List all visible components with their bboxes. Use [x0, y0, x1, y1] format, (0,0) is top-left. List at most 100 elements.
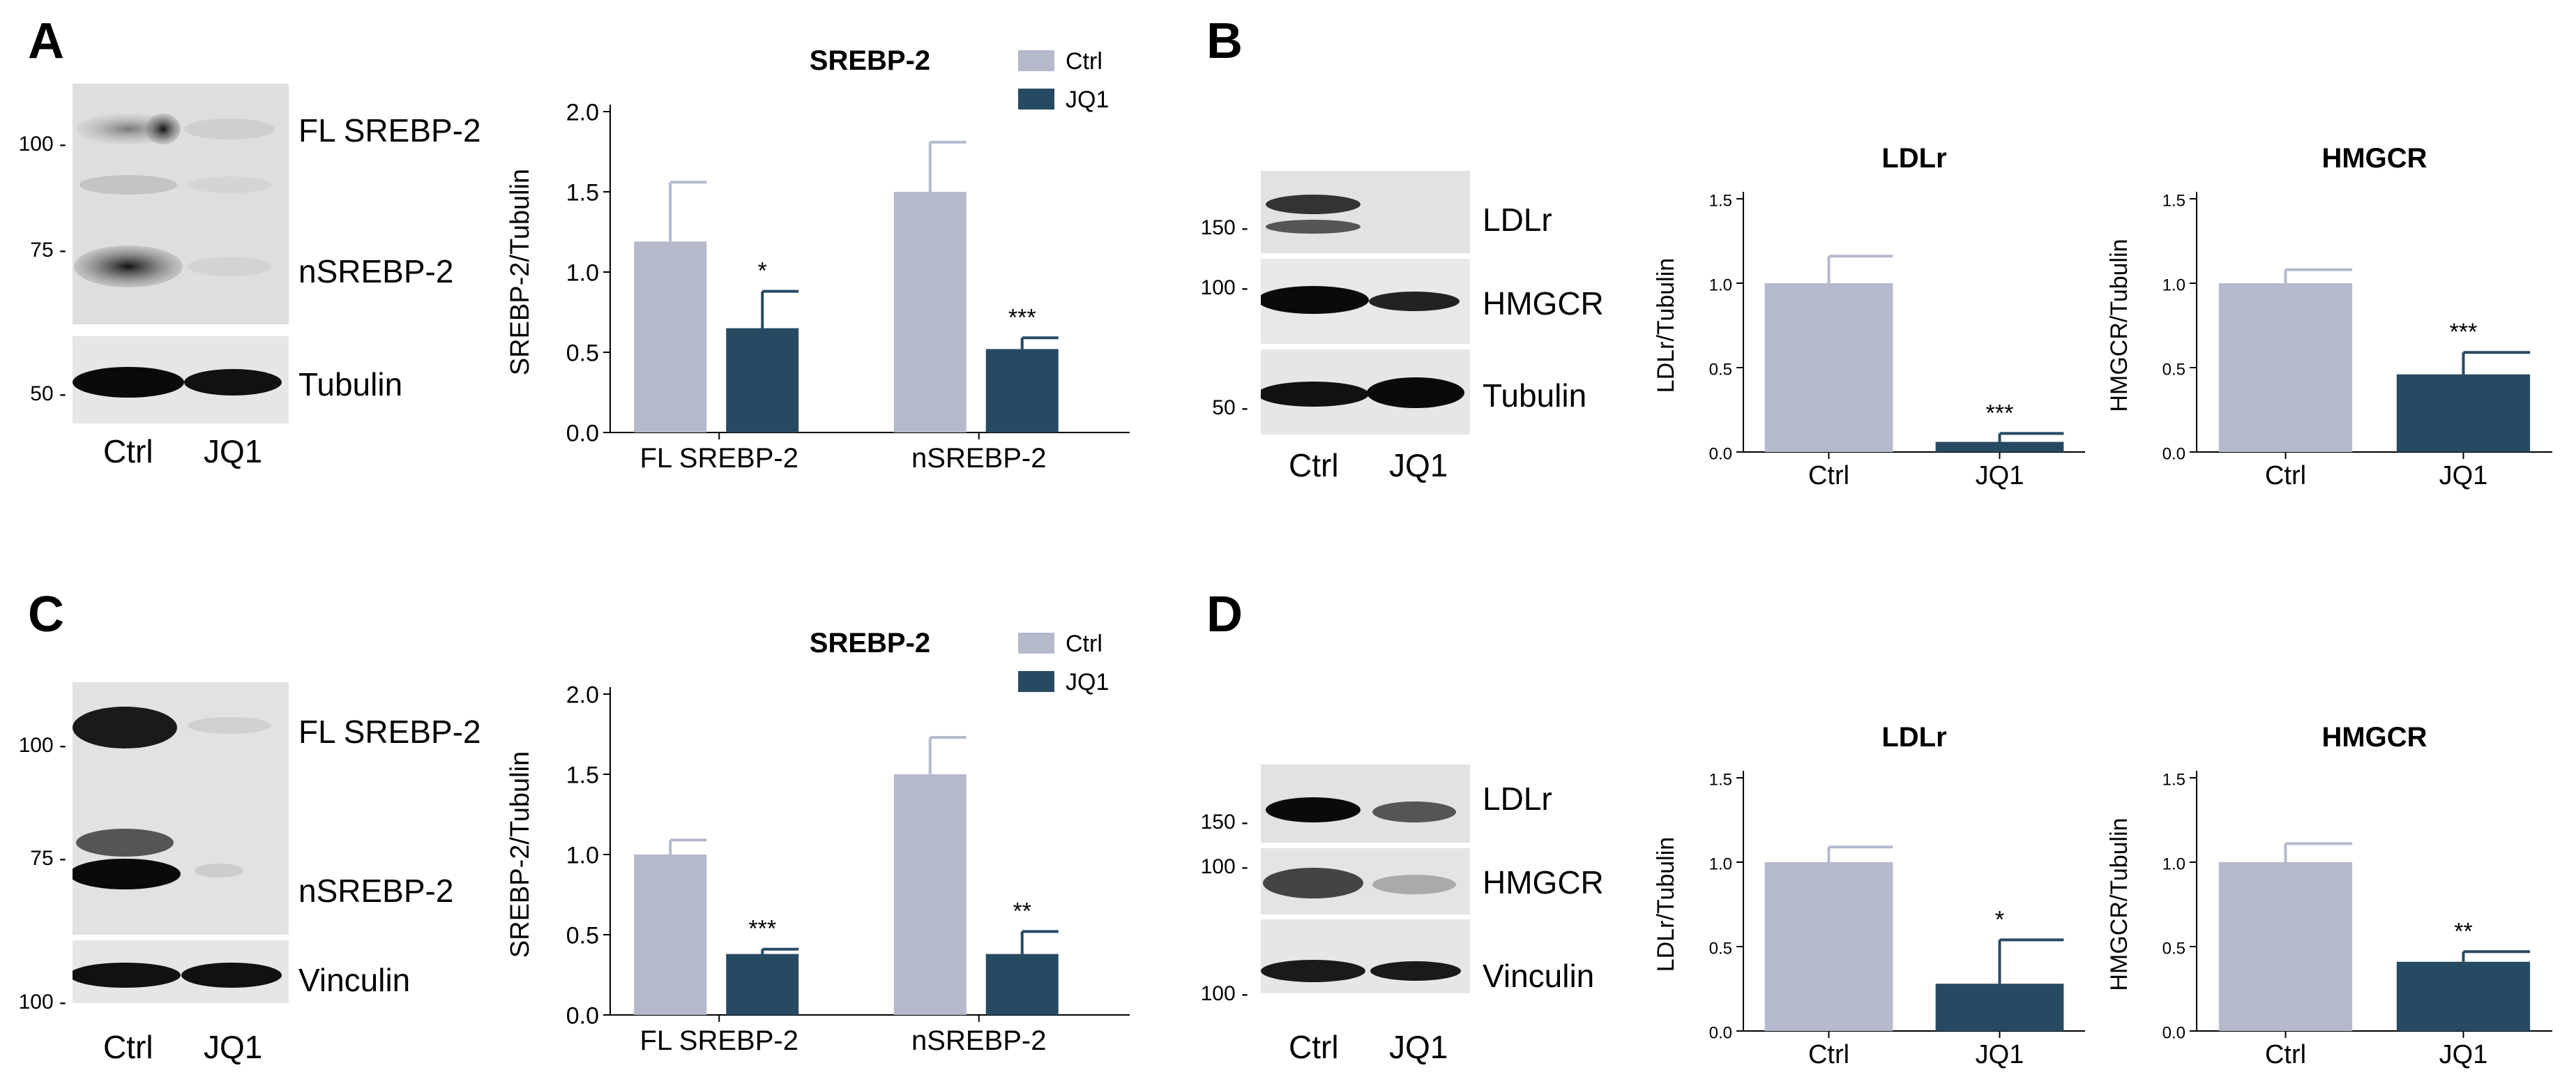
x-tick-label: Ctrl	[2265, 461, 2306, 490]
bar-chart-d-ldlr: LDLr LDLr/Tubulin 0.0 0.5 1.0 1.5 Ctrl JQ1 *	[1653, 722, 2085, 1069]
y-tick-label: 1.0	[566, 260, 599, 287]
significance-label: ***	[748, 916, 776, 942]
chart-title: LDLr	[1881, 143, 1946, 174]
panel-letter-b: B	[1206, 13, 1243, 69]
bar	[634, 855, 707, 1015]
bar-chart-a-srebp2: SREBP-2 SREBP-2/Tubulin 0.0 0.5 1.0 1.5 2.0 FL …	[506, 45, 1130, 474]
band-label: Vinculin	[298, 962, 411, 998]
mw-marker: 50 -	[1212, 396, 1248, 419]
significance-label: ***	[2450, 319, 2478, 345]
band-label: Tubulin	[298, 366, 403, 402]
y-tick-label: 1.0	[2162, 855, 2185, 874]
lane-label: Ctrl	[103, 1029, 153, 1065]
chart-title: SREBP-2	[810, 45, 930, 76]
bar	[985, 349, 1059, 432]
bar	[1935, 442, 2064, 452]
x-tick-label: FL SREBP-2	[640, 443, 798, 474]
y-tick-label: 1.5	[2162, 192, 2185, 211]
blot-image-b	[1261, 171, 1470, 435]
y-tick-label: 0.5	[2162, 940, 2185, 958]
x-tick-label: JQ1	[1976, 461, 2024, 490]
significance-label: **	[1013, 898, 1031, 924]
lane-label: JQ1	[204, 433, 263, 469]
bar-chart-c-srebp2: SREBP-2 SREBP-2/Tubulin 0.0 0.5 1.0 1.5 2.0 FL …	[506, 628, 1130, 1056]
legend-swatch	[1018, 50, 1054, 71]
significance-label: *	[1995, 906, 2004, 933]
y-tick-label: 1.5	[1709, 192, 1732, 211]
mw-marker: 100 -	[1200, 276, 1248, 299]
mw-marker: 100 -	[1200, 855, 1248, 878]
y-tick-label: 0.0	[1709, 445, 1732, 464]
x-tick-label: JQ1	[1976, 1040, 2024, 1069]
mw-marker: 50 -	[30, 382, 66, 405]
chart-title: HMGCR	[2321, 722, 2427, 753]
x-tick-label: nSREBP-2	[911, 1025, 1046, 1056]
mw-marker: 150 -	[1200, 216, 1248, 239]
bar-chart-d-hmgcr: HMGCR HMGCR/Tubulin 0.0 0.5 1.0 1.5 Ctrl JQ1 **	[2106, 722, 2552, 1069]
legend-label: JQ1	[1066, 86, 1109, 113]
bar	[726, 328, 799, 432]
y-tick-label: 0.5	[566, 923, 599, 949]
lane-label: JQ1	[1389, 447, 1448, 483]
mw-marker: 100 -	[18, 991, 66, 1014]
legend-label: JQ1	[1066, 669, 1109, 695]
y-tick-label: 0.0	[566, 1003, 599, 1030]
bar	[2218, 862, 2353, 1031]
y-tick-label: 0.5	[2162, 361, 2185, 379]
y-axis-label: LDLr/Tubulin	[1653, 258, 1679, 393]
chart-title: HMGCR	[2321, 143, 2427, 174]
bar	[985, 954, 1059, 1015]
bar	[893, 774, 967, 1015]
y-tick-label: 0.5	[1709, 361, 1732, 379]
lane-label: JQ1	[204, 1029, 263, 1065]
band-label: nSREBP-2	[298, 873, 454, 909]
band-label: HMGCR	[1483, 864, 1604, 901]
y-tick-label: 0.0	[2162, 1024, 2185, 1043]
x-tick-label: nSREBP-2	[911, 443, 1046, 474]
y-axis-label: HMGCR/Tubulin	[2106, 818, 2132, 991]
panel-letter-c: C	[28, 587, 64, 642]
legend-swatch	[1018, 89, 1054, 110]
bar	[1764, 862, 1893, 1031]
bar	[634, 241, 707, 432]
blot-image-a	[73, 84, 289, 423]
band-label: Tubulin	[1483, 377, 1587, 414]
y-axis-label: SREBP-2/Tubulin	[506, 169, 535, 375]
mw-marker: 100 -	[18, 133, 66, 156]
panel-letter-d: D	[1206, 587, 1243, 642]
significance-label: ***	[1008, 304, 1036, 331]
bar-chart-b-hmgcr: HMGCR HMGCR/Tubulin 0.0 0.5 1.0 1.5 Ctrl JQ1 ***	[2106, 143, 2552, 490]
band-label: FL SREBP-2	[298, 714, 481, 750]
significance-label: **	[2454, 918, 2472, 944]
bar	[2396, 374, 2531, 452]
band-label: LDLr	[1483, 202, 1552, 238]
mw-marker: 75 -	[30, 847, 66, 870]
bar-chart-b-ldlr: LDLr LDLr/Tubulin 0.0 0.5 1.0 1.5 Ctrl JQ1 ***	[1653, 143, 2085, 490]
band-label: HMGCR	[1483, 285, 1604, 322]
bar	[2218, 283, 2353, 452]
y-tick-label: 1.0	[566, 843, 599, 869]
mw-marker: 100 -	[1200, 982, 1248, 1005]
lane-label: JQ1	[1389, 1029, 1448, 1065]
y-axis-label: HMGCR/Tubulin	[2106, 239, 2132, 412]
x-tick-label: JQ1	[2439, 461, 2488, 490]
legend-label: Ctrl	[1066, 48, 1103, 75]
y-tick-label: 1.5	[566, 762, 599, 789]
y-tick-label: 0.5	[566, 340, 599, 367]
y-tick-label: 2.0	[566, 682, 599, 709]
y-tick-label: 0.0	[566, 421, 599, 447]
x-tick-label: JQ1	[2439, 1040, 2488, 1069]
legend-swatch	[1018, 671, 1054, 692]
bar	[2396, 961, 2531, 1031]
panel-letter-a: A	[28, 13, 64, 69]
bar	[1764, 283, 1893, 452]
y-tick-label: 1.5	[566, 180, 599, 206]
x-tick-label: Ctrl	[2265, 1040, 2306, 1069]
y-tick-label: 0.0	[1709, 1024, 1732, 1043]
significance-label: *	[758, 258, 767, 285]
blot-image-c	[73, 682, 289, 1003]
lane-label: Ctrl	[103, 433, 153, 469]
x-tick-label: FL SREBP-2	[640, 1025, 798, 1056]
bar	[1935, 984, 2064, 1031]
mw-marker: 150 -	[1200, 811, 1248, 834]
